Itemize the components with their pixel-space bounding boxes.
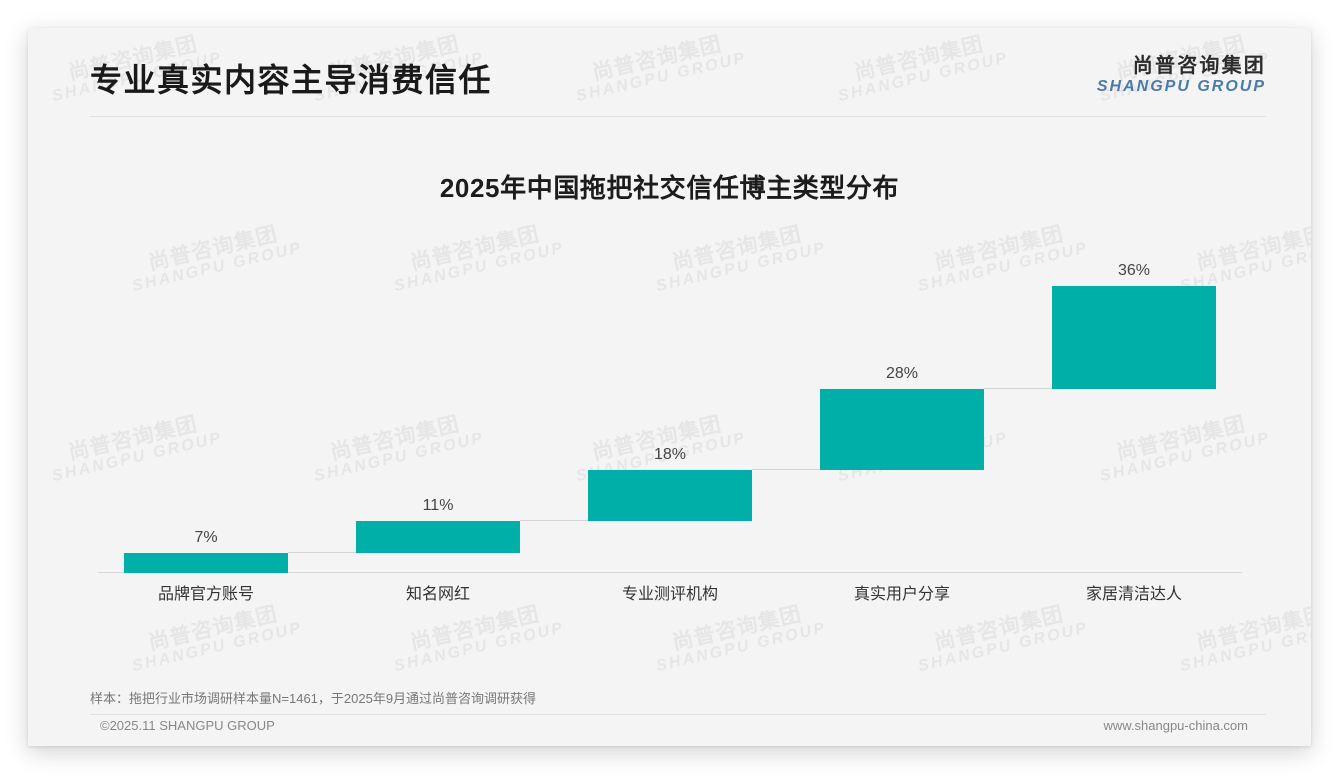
x-axis-tick-labels: 品牌官方账号 知名网红 专业测评机构 真实用户分享 家居清洁达人 <box>90 580 1250 614</box>
waterfall-connector-4 <box>984 388 1052 389</box>
bar-value-label-4: 28% <box>885 365 919 382</box>
footnote-divider <box>90 714 1266 715</box>
watermark-english: SHANGPU GROUP <box>916 619 1091 676</box>
chart-title: 2025年中国拖把社交信任博主类型分布 <box>439 173 900 203</box>
header-divider <box>90 116 1266 117</box>
chart-footnote: 样本：拖把行业市场调研样本量N=1461，于2025年9月通过尚普咨询调研获得 <box>90 691 537 706</box>
watermark-english: SHANGPU GROUP <box>392 619 567 676</box>
bar-4 <box>820 389 984 470</box>
bar-value-label-2: 11% <box>422 497 454 515</box>
watermark-english: SHANGPU GROUP <box>130 619 305 676</box>
footer-website: www.shangpu-china.com <box>1103 718 1248 733</box>
waterfall-connector-1 <box>288 551 356 553</box>
chart-plot-area: 7% 11% 18% 28% 36% <box>90 228 1250 573</box>
category-label-4: 真实用户分享 <box>853 586 950 603</box>
bar-1 <box>124 552 288 573</box>
waterfall-connector-3 <box>752 468 820 470</box>
category-label-2: 知名网红 <box>405 586 470 603</box>
slide-card: 尚普咨询集团 SHANGPU GROUP 尚普咨询集团 SHANGPU GROUP 尚普… <box>28 28 1311 746</box>
logo-chinese-text: 尚普咨询集团 <box>1132 55 1266 77</box>
watermark-english: SHANGPU GROUP <box>1178 619 1311 676</box>
logo-english-text: SHANGPU GROUP <box>1096 78 1266 96</box>
bar-3 <box>588 469 752 522</box>
page-title: 专业真实内容主导消费信任 <box>90 62 493 98</box>
brand-logo: 尚普咨询集团 SHANGPU GROUP <box>1096 55 1266 96</box>
category-label-3: 专业测评机构 <box>621 586 718 603</box>
slide-header: 专业真实内容主导消费信任 尚普咨询集团 SHANGPU GROUP <box>28 28 1311 116</box>
watermark-english: SHANGPU GROUP <box>654 619 829 676</box>
bar-2 <box>356 521 520 553</box>
category-label-5: 家居清洁达人 <box>1085 586 1182 603</box>
bar-value-label-5: 36% <box>1117 261 1151 279</box>
bar-5 <box>1052 285 1216 389</box>
bar-value-label-3: 18% <box>653 445 687 463</box>
waterfall-connector-2 <box>520 520 588 522</box>
bar-value-label-1: 7% <box>194 528 218 546</box>
category-label-1: 品牌官方账号 <box>157 586 254 603</box>
footer-copyright: ©2025.11 SHANGPU GROUP <box>100 718 275 733</box>
x-axis-line <box>98 572 1242 573</box>
